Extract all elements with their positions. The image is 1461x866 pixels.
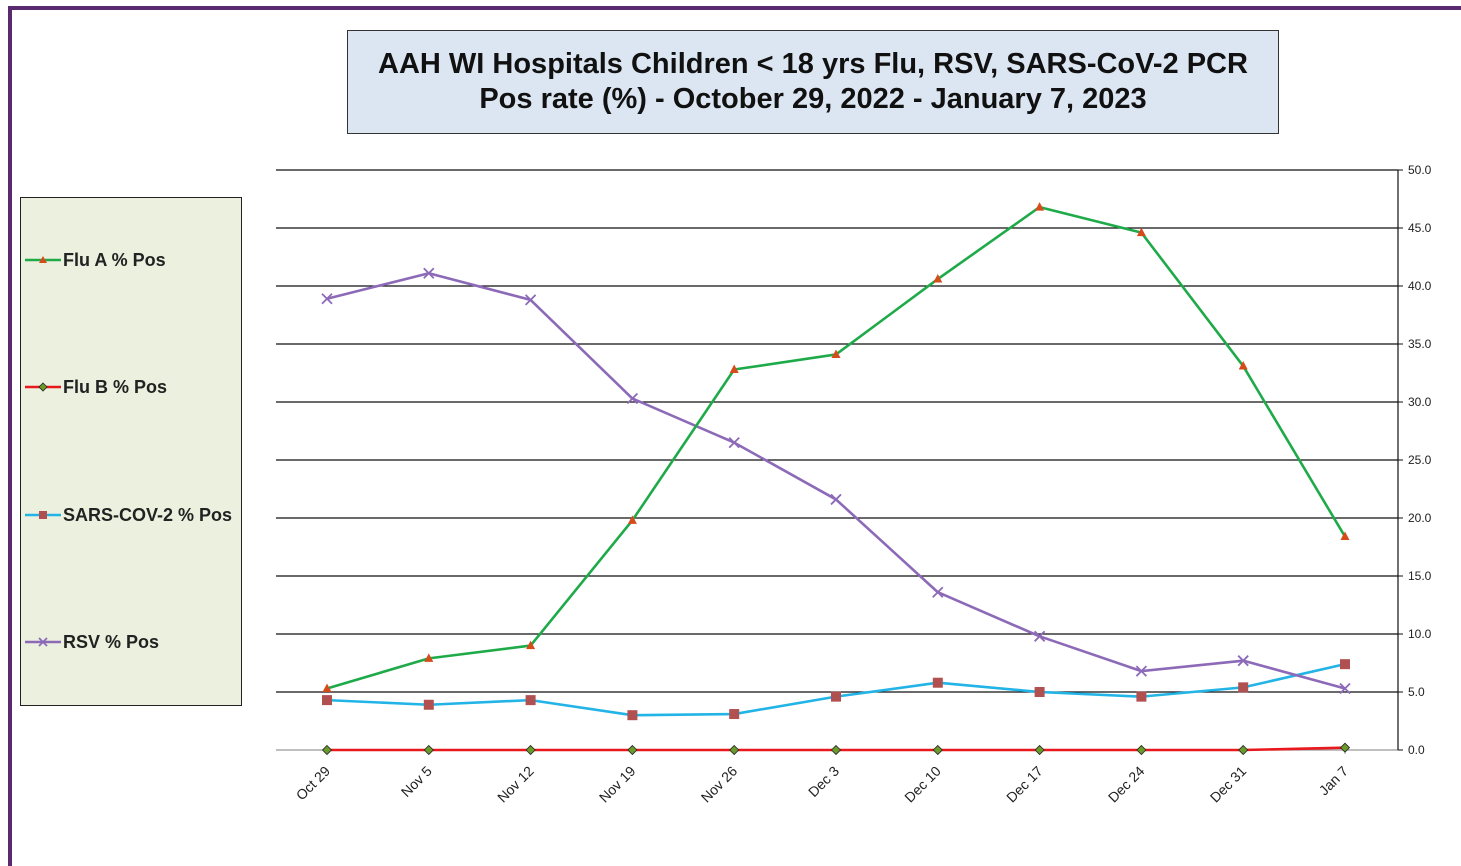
data-point-rsv xyxy=(321,293,333,305)
y-tick-label: 30.0 xyxy=(1408,395,1432,409)
legend-label-sars-cov-2: SARS-COV-2 % Pos xyxy=(63,504,233,525)
x-tick-label: Dec 10 xyxy=(901,763,944,806)
legend-swatch-rsv xyxy=(25,637,61,647)
data-point-flu-b xyxy=(1339,742,1351,753)
x-tick-label: Nov 26 xyxy=(698,763,741,806)
legend: Flu A % Pos Flu B % Pos SARS-COV-2 % Pos… xyxy=(20,197,242,706)
x-tick-label: Jan 7 xyxy=(1316,763,1352,799)
y-tick-label: 20.0 xyxy=(1408,511,1432,525)
data-point-sars-cov-2 xyxy=(1238,682,1249,693)
y-tick-label: 45.0 xyxy=(1408,221,1432,235)
data-point-sars-cov-2 xyxy=(1340,659,1350,670)
data-point-flu-a xyxy=(831,349,841,358)
data-point-rsv xyxy=(423,267,435,279)
data-point-flu-a xyxy=(1238,361,1248,370)
data-point-flu-a xyxy=(627,515,637,524)
x-tick-label: Dec 3 xyxy=(805,763,842,800)
x-tick-label: Dec 31 xyxy=(1207,763,1250,806)
chart-title-line-2: Pos rate (%) - October 29, 2022 - Januar… xyxy=(479,83,1147,115)
data-point-rsv xyxy=(830,493,842,506)
legend-item-rsv: RSV % Pos xyxy=(25,630,159,654)
x-tick-label: Dec 24 xyxy=(1105,763,1148,806)
data-point-rsv xyxy=(1237,655,1249,667)
data-point-flu-b xyxy=(932,744,943,756)
x-tick-label: Nov 12 xyxy=(494,763,537,806)
data-point-sars-cov-2 xyxy=(932,677,943,688)
data-point-sars-cov-2 xyxy=(627,710,638,721)
legend-label-flu-a: Flu A % Pos xyxy=(63,249,166,270)
series-line-triangle xyxy=(326,205,1347,690)
legend-item-flu-b: Flu B % Pos xyxy=(25,375,167,399)
data-point-flu-a xyxy=(933,274,943,283)
data-point-flu-b xyxy=(729,744,740,756)
y-tick-label: 50.0 xyxy=(1408,163,1432,177)
x-tick-label: Oct 29 xyxy=(293,763,334,804)
data-point-sars-cov-2 xyxy=(322,695,332,706)
legend-item-sars-cov-2: SARS-COV-2 % Pos xyxy=(25,503,232,527)
data-point-sars-cov-2 xyxy=(423,699,434,710)
data-point-flu-b xyxy=(321,744,333,756)
data-point-flu-b xyxy=(627,744,638,756)
data-point-rsv xyxy=(1339,682,1351,695)
series-line-x xyxy=(326,271,1346,690)
legend-label-rsv: RSV % Pos xyxy=(63,631,160,652)
data-point-sars-cov-2 xyxy=(525,695,536,706)
data-point-flu-a xyxy=(1035,202,1045,211)
data-point-flu-a xyxy=(1340,531,1350,541)
data-point-sars-cov-2 xyxy=(1034,687,1045,697)
chart-frame xyxy=(8,6,1461,866)
data-point-flu-a xyxy=(424,653,434,662)
data-point-flu-b xyxy=(525,744,536,756)
data-point-rsv xyxy=(1135,665,1148,677)
legend-swatch-flu-a xyxy=(25,256,61,263)
data-point-rsv xyxy=(626,392,639,405)
data-point-flu-a xyxy=(526,640,536,650)
data-point-rsv xyxy=(524,294,537,306)
y-tick-label: 40.0 xyxy=(1408,279,1432,293)
data-point-flu-b xyxy=(1136,744,1147,756)
y-tick-label: 15.0 xyxy=(1408,569,1432,583)
data-point-sars-cov-2 xyxy=(831,691,841,702)
data-point-flu-b xyxy=(1034,744,1045,756)
y-tick-label: 0.0 xyxy=(1408,743,1425,757)
data-point-sars-cov-2 xyxy=(729,709,740,720)
legend-swatch-sars-cov-2 xyxy=(25,511,61,519)
legend-swatch-flu-b xyxy=(25,382,61,392)
data-point-rsv xyxy=(1033,630,1046,642)
data-point-rsv xyxy=(932,586,944,598)
legend-label-flu-b: Flu B % Pos xyxy=(63,376,168,397)
x-tick-label: Nov 5 xyxy=(398,763,435,800)
y-tick-label: 5.0 xyxy=(1408,685,1425,699)
legend-item-flu-a: Flu A % Pos xyxy=(25,248,166,272)
series-line-square xyxy=(326,662,1346,717)
data-point-rsv xyxy=(728,436,740,449)
x-tick-label: Dec 17 xyxy=(1003,763,1046,806)
data-point-flu-a xyxy=(1136,227,1146,237)
chart-title-line-1: AAH WI Hospitals Children < 18 yrs Flu, … xyxy=(378,48,1248,80)
data-point-flu-b xyxy=(1238,744,1249,756)
y-tick-label: 35.0 xyxy=(1408,337,1432,351)
data-point-flu-b xyxy=(830,744,842,756)
y-tick-label: 10.0 xyxy=(1408,627,1432,641)
data-point-flu-a xyxy=(322,683,332,693)
x-tick-label: Nov 19 xyxy=(596,763,639,806)
data-point-flu-b xyxy=(423,744,434,756)
data-point-sars-cov-2 xyxy=(1136,691,1147,702)
chart-title: AAH WI Hospitals Children < 18 yrs Flu, … xyxy=(347,30,1279,134)
data-point-flu-a xyxy=(729,364,739,374)
y-tick-label: 25.0 xyxy=(1408,453,1432,467)
